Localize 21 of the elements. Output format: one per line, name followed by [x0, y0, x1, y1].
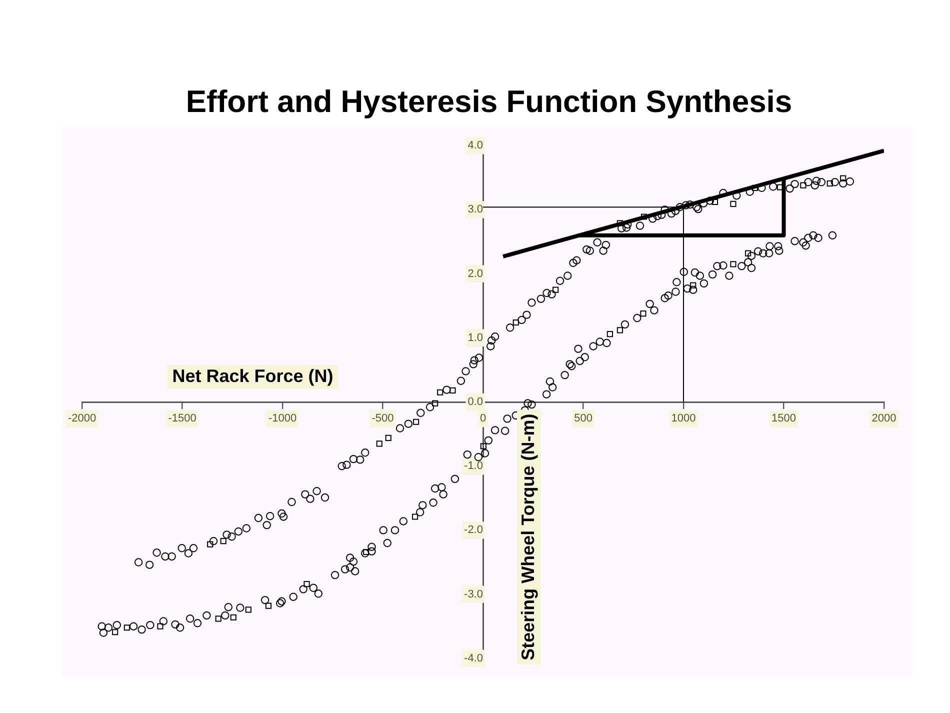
x-tick-label: -2000 [68, 412, 96, 425]
y-tick-label: -1.0 [464, 460, 483, 472]
y-tick-label: 4.0 [468, 140, 483, 152]
y-tick-label: 1.0 [468, 332, 483, 344]
x-tick-label: 1500 [772, 412, 796, 425]
x-tick-label: -1500 [168, 412, 196, 425]
y-tick-label: 3.0 [468, 204, 483, 216]
x-tick-label: -500 [372, 412, 394, 425]
x-tick-label: 0 [480, 412, 486, 425]
y-tick-label: -2.0 [464, 524, 483, 536]
x-tick-label: -1000 [268, 412, 297, 425]
x-tick-label: 2000 [872, 412, 896, 425]
x-tick-label: 500 [574, 412, 592, 425]
x-tick-label: 1000 [671, 412, 696, 425]
y-tick-label: 2.0 [468, 268, 483, 280]
y-tick-label: -3.0 [464, 588, 483, 600]
y-tick-label: 0.0 [468, 396, 483, 408]
y-tick-label: -4.0 [464, 652, 483, 664]
y-axis-title: Steering Wheel Torque (N-m) [518, 414, 538, 660]
chart-title: Effort and Hysteresis Function Synthesis [184, 84, 794, 120]
x-axis-title: Net Rack Force (N) [172, 366, 334, 386]
